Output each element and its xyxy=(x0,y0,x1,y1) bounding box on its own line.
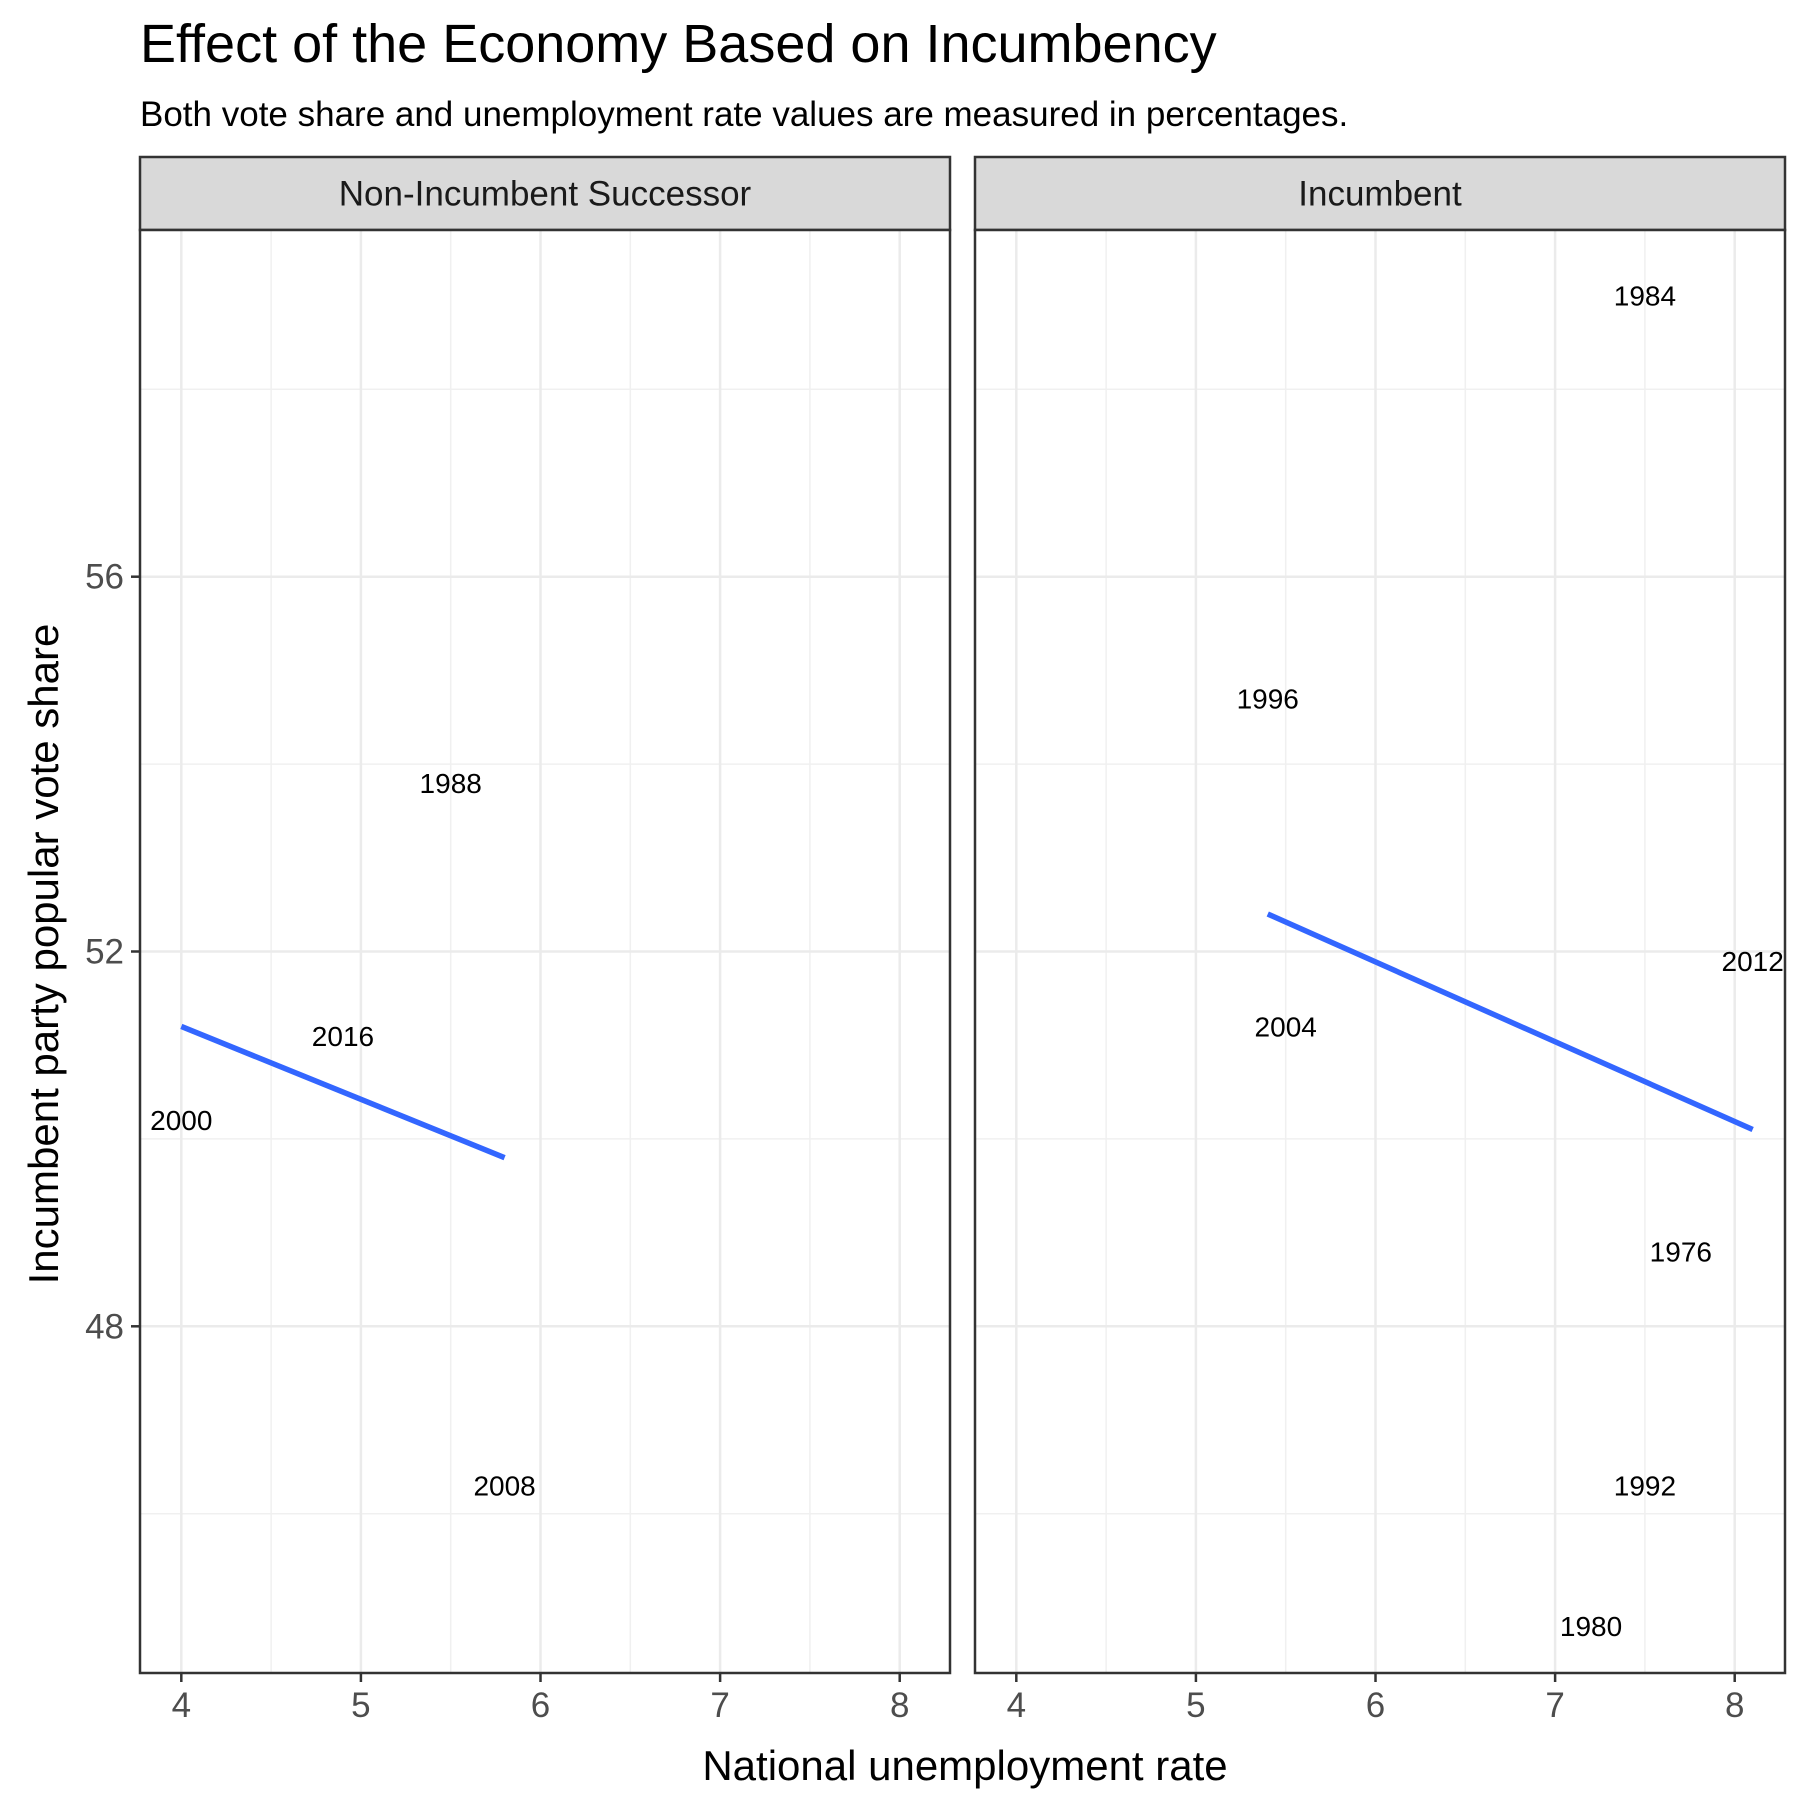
x-tick-label: 8 xyxy=(1725,1686,1744,1725)
x-tick-label: 7 xyxy=(1545,1686,1564,1725)
point-label-2000: 2000 xyxy=(150,1105,212,1136)
facet-strip-label: Non-Incumbent Successor xyxy=(339,175,752,214)
facet-strip xyxy=(138,155,952,232)
point-label-1980: 1980 xyxy=(1560,1611,1622,1642)
chart-title: Effect of the Economy Based on Incumbenc… xyxy=(140,14,1217,74)
x-tick-label: 5 xyxy=(351,1686,370,1725)
x-tick-label: 7 xyxy=(710,1686,729,1725)
point-label-1976: 1976 xyxy=(1650,1236,1712,1267)
y-tick-label: 48 xyxy=(85,1307,124,1346)
facet-strip-label: Incumbent xyxy=(1298,175,1462,214)
point-label-2012: 2012 xyxy=(1722,946,1784,977)
facet-panel: Incumbent 1984 1996 2012 2004 1976 1992 1980 4 5 6… xyxy=(973,155,1787,1725)
x-tick-label: 6 xyxy=(531,1686,550,1725)
x-tick-label: 4 xyxy=(1007,1686,1026,1725)
x-tick-label: 6 xyxy=(1366,1686,1385,1725)
point-label-2008: 2008 xyxy=(473,1471,535,1502)
point-label-2004: 2004 xyxy=(1255,1011,1317,1042)
y-axis-title: Incumbent party popular vote share xyxy=(20,624,67,1285)
point-label-1996: 1996 xyxy=(1237,684,1299,715)
x-tick-label: 8 xyxy=(890,1686,909,1725)
panel-border xyxy=(973,228,1787,1675)
facet-panel: Non-Incumbent Successor 1988 2016 2000 2008 4… xyxy=(85,155,952,1725)
chart-subtitle: Both vote share and unemployment rate va… xyxy=(140,95,1348,134)
point-label-2016: 2016 xyxy=(312,1021,374,1052)
trend-line xyxy=(180,1023,506,1161)
y-tick-label: 52 xyxy=(85,933,124,972)
point-label-1984: 1984 xyxy=(1614,281,1676,312)
point-label-1992: 1992 xyxy=(1614,1471,1676,1502)
facet-panels: Non-Incumbent Successor 1988 2016 2000 2008 4… xyxy=(85,155,1787,1725)
y-tick-label: 56 xyxy=(85,558,124,597)
trend-line xyxy=(1266,911,1754,1133)
point-label-1988: 1988 xyxy=(420,768,482,799)
x-tick-label: 5 xyxy=(1186,1686,1205,1725)
x-axis-title: National unemployment rate xyxy=(702,1742,1227,1789)
x-tick-label: 4 xyxy=(172,1686,191,1725)
